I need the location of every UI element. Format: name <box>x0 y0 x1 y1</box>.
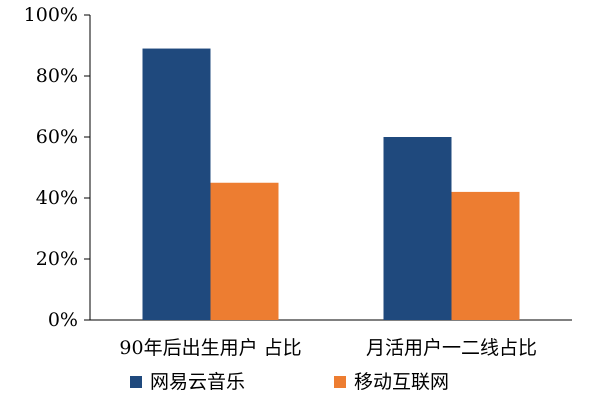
x-category-label: 90年后出生用户 占比 <box>119 337 301 359</box>
bar <box>210 182 279 320</box>
legend-label: 网易云音乐 <box>150 371 245 393</box>
plot-area: 0% 20% 40% 60% 80% 100% 90年后出生用户 占比 月活用户一二线占比 <box>24 4 572 359</box>
y-tick-label: 80% <box>36 65 78 87</box>
x-axis-categories: 90年后出生用户 占比 月活用户一二线占比 <box>119 337 537 359</box>
legend-label: 移动互联网 <box>354 371 449 393</box>
x-category-label: 月活用户一二线占比 <box>366 337 537 359</box>
y-tick-label: 60% <box>36 126 78 148</box>
bar <box>451 191 520 320</box>
y-tick-label: 40% <box>36 187 78 209</box>
y-tick-label: 100% <box>24 4 78 26</box>
bars <box>142 48 520 321</box>
y-tick-label: 20% <box>36 248 78 270</box>
bar <box>383 137 452 320</box>
legend-swatch <box>130 376 142 388</box>
y-tick-label: 0% <box>48 309 78 331</box>
legend: 网易云音乐 移动互联网 <box>130 371 449 393</box>
y-axis-ticks: 0% 20% 40% 60% 80% 100% <box>24 4 90 331</box>
bar <box>142 48 211 321</box>
legend-swatch <box>334 376 346 388</box>
